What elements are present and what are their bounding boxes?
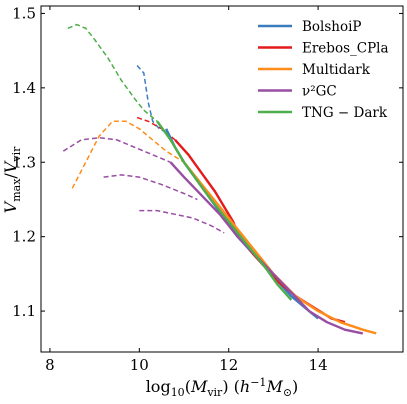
- axis-ticks: [41, 6, 403, 352]
- series-line-4: [169, 161, 364, 335]
- x-axis-label: log10(Mvir) (h−1M⊙): [146, 376, 299, 399]
- legend-label-4: ν²GC: [302, 84, 337, 100]
- y-tick-label: 1.4: [12, 79, 36, 97]
- series-dashed-5: [67, 23, 158, 122]
- series-line-5: [156, 120, 293, 301]
- legend-label-2: Erebos_CPla: [302, 41, 389, 57]
- series-dashed-3: [71, 120, 185, 189]
- series-line-2: [174, 139, 346, 324]
- x-tick-label: 12: [219, 356, 238, 374]
- legend: BolshoiP Erebos_CPla Multidark ν²GC TNG − Da…: [258, 19, 389, 121]
- extra-dashed-curve-1: [103, 174, 198, 201]
- extra-dashed-curve-2: [139, 209, 225, 234]
- legend-label-3: Multidark: [302, 62, 371, 78]
- x-tick-label: 14: [309, 356, 328, 374]
- y-tick-label: 1.2: [12, 228, 36, 246]
- series-dashed-1: [136, 65, 167, 134]
- tick-labels: 8 10 12 14 1.1 1.2 1.3 1.4 1.5: [12, 4, 327, 374]
- legend-label-1: BolshoiP: [302, 19, 362, 35]
- y-axis-label: Vmax/Vvir: [1, 146, 23, 213]
- plot-frame: [40, 5, 404, 353]
- plot-lines: [62, 23, 377, 335]
- x-tick-label: 8: [45, 356, 55, 374]
- series-dashed-4: [62, 136, 171, 163]
- y-tick-label: 1.1: [12, 302, 36, 320]
- y-tick-label: 1.5: [12, 4, 36, 22]
- legend-label-5: TNG − Dark: [302, 105, 388, 121]
- y-tick-label: 1.3: [12, 153, 36, 171]
- x-tick-label: 10: [130, 356, 149, 374]
